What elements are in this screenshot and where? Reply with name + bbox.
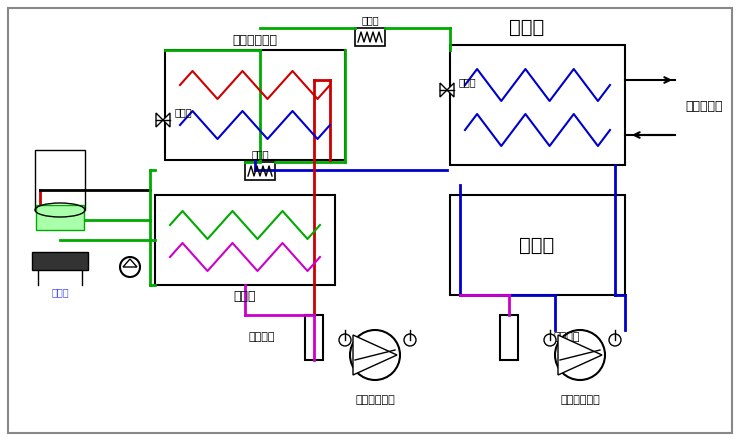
Text: 过滤器: 过滤器 <box>361 15 379 25</box>
Circle shape <box>544 334 556 346</box>
Bar <box>355 28 385 46</box>
Circle shape <box>339 334 351 346</box>
Circle shape <box>555 330 605 380</box>
Polygon shape <box>163 113 170 127</box>
Circle shape <box>609 334 621 346</box>
Bar <box>245 162 275 180</box>
Text: 冷却塔: 冷却塔 <box>51 287 69 297</box>
Circle shape <box>120 257 140 277</box>
Text: 过滤器: 过滤器 <box>251 149 269 159</box>
Text: 蒸发器: 蒸发器 <box>509 18 545 37</box>
Circle shape <box>350 330 400 380</box>
Bar <box>36 205 84 230</box>
Polygon shape <box>440 83 447 97</box>
Bar <box>35 150 85 210</box>
Text: 膨胀罐: 膨胀罐 <box>519 235 554 254</box>
Text: 油分离器: 油分离器 <box>553 332 579 342</box>
Polygon shape <box>156 113 163 127</box>
Bar <box>500 315 518 360</box>
Circle shape <box>404 334 416 346</box>
Text: 油分离器: 油分离器 <box>249 332 275 342</box>
Text: 膨胀阀: 膨胀阀 <box>459 77 477 87</box>
Text: 膨胀阀: 膨胀阀 <box>175 107 192 117</box>
Text: 蒸发式冷凝器: 蒸发式冷凝器 <box>232 34 278 46</box>
Polygon shape <box>123 259 137 267</box>
Bar <box>450 195 625 295</box>
Bar <box>450 45 625 165</box>
Polygon shape <box>447 83 454 97</box>
Bar <box>305 315 323 360</box>
Polygon shape <box>558 335 602 375</box>
Bar <box>32 252 88 270</box>
Text: 低温级压缩机: 低温级压缩机 <box>560 395 600 405</box>
Text: 冷凝器: 冷凝器 <box>234 291 256 303</box>
Text: 高温级压缩机: 高温级压缩机 <box>355 395 395 405</box>
Text: 酒精进出口: 酒精进出口 <box>685 101 722 113</box>
Bar <box>155 195 335 285</box>
Polygon shape <box>353 335 397 375</box>
Bar <box>165 50 345 160</box>
